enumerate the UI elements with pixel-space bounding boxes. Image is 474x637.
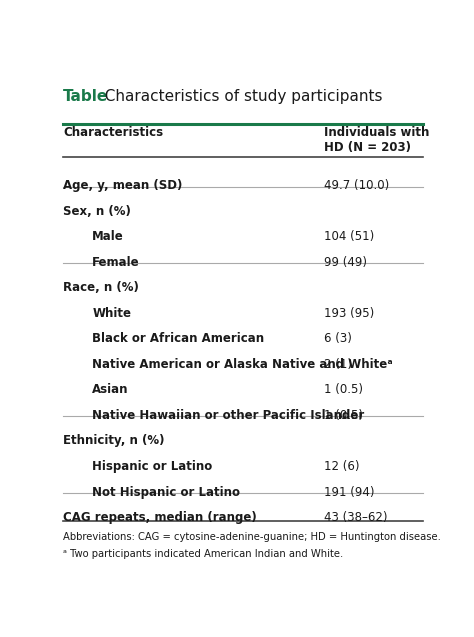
Text: Abbreviations: CAG = cytosine-adenine-guanine; HD = Huntington disease.: Abbreviations: CAG = cytosine-adenine-gu… bbox=[63, 532, 441, 541]
Text: Age, y, mean (SD): Age, y, mean (SD) bbox=[63, 180, 182, 192]
Text: Black or African American: Black or African American bbox=[92, 333, 264, 345]
Text: Sex, n (%): Sex, n (%) bbox=[63, 205, 131, 218]
Text: Ethnicity, n (%): Ethnicity, n (%) bbox=[63, 434, 164, 448]
Text: Female: Female bbox=[92, 256, 140, 269]
Text: CAG repeats, median (range): CAG repeats, median (range) bbox=[63, 511, 257, 524]
Text: ᵃ Two participants indicated American Indian and White.: ᵃ Two participants indicated American In… bbox=[63, 549, 343, 559]
Text: Characteristics: Characteristics bbox=[63, 127, 163, 140]
Text: White: White bbox=[92, 307, 131, 320]
Text: Characteristics of study participants: Characteristics of study participants bbox=[95, 89, 383, 104]
Text: HD (N = 203): HD (N = 203) bbox=[324, 141, 411, 154]
Text: 43 (38–62): 43 (38–62) bbox=[324, 511, 387, 524]
Text: 99 (49): 99 (49) bbox=[324, 256, 367, 269]
Text: 104 (51): 104 (51) bbox=[324, 231, 374, 243]
Text: Male: Male bbox=[92, 231, 124, 243]
Text: 2 (1): 2 (1) bbox=[324, 358, 352, 371]
Text: Native Hawaiian or other Pacific Islander: Native Hawaiian or other Pacific Islande… bbox=[92, 409, 365, 422]
Text: Table: Table bbox=[63, 89, 108, 104]
Text: Asian: Asian bbox=[92, 383, 129, 396]
Text: 12 (6): 12 (6) bbox=[324, 460, 359, 473]
Text: 1 (0.5): 1 (0.5) bbox=[324, 383, 363, 396]
Text: 1 (0.5): 1 (0.5) bbox=[324, 409, 363, 422]
Text: Race, n (%): Race, n (%) bbox=[63, 282, 139, 294]
Text: Not Hispanic or Latino: Not Hispanic or Latino bbox=[92, 485, 240, 499]
Text: 49.7 (10.0): 49.7 (10.0) bbox=[324, 180, 389, 192]
Text: Individuals with: Individuals with bbox=[324, 127, 429, 140]
Text: 191 (94): 191 (94) bbox=[324, 485, 374, 499]
Text: 193 (95): 193 (95) bbox=[324, 307, 374, 320]
Text: 6 (3): 6 (3) bbox=[324, 333, 352, 345]
Text: Native American or Alaska Native and Whiteᵃ: Native American or Alaska Native and Whi… bbox=[92, 358, 393, 371]
Text: Hispanic or Latino: Hispanic or Latino bbox=[92, 460, 212, 473]
